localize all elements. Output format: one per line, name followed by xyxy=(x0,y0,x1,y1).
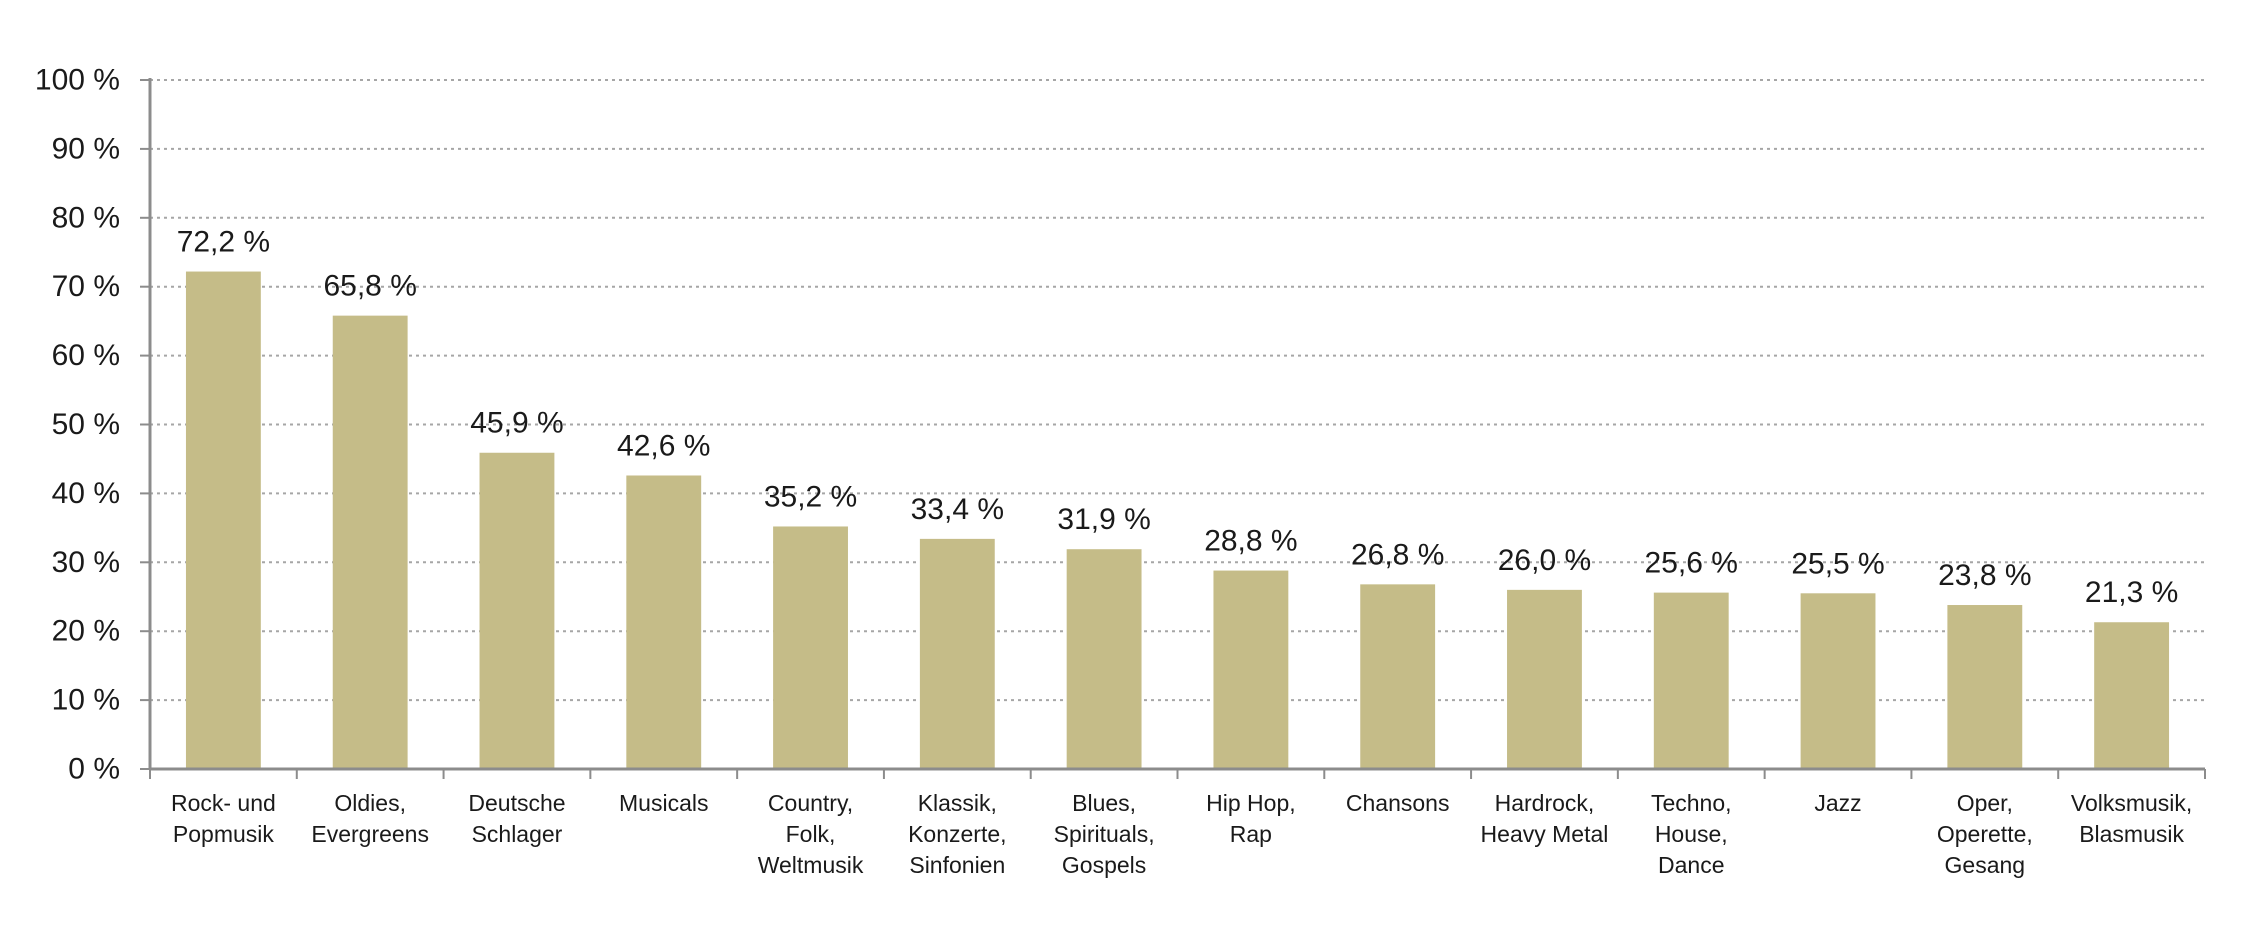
bar xyxy=(919,538,995,769)
data-label: 25,5 % xyxy=(1791,547,1884,580)
x-category-label: Deutsche Schlager xyxy=(468,790,565,847)
x-category-label-line: Rap xyxy=(1230,821,1272,847)
x-category-label-line: Hardrock, xyxy=(1495,790,1595,816)
x-category-label-line: Deutsche xyxy=(468,790,565,816)
x-category-label: Oldies, Evergreens xyxy=(311,790,429,847)
y-tick-label: 70 % xyxy=(52,270,120,303)
x-category-label: Techno, House, Dance xyxy=(1651,790,1732,878)
x-category-label-line: Oper, xyxy=(1957,790,2013,816)
x-category-label-line: Volksmusik, xyxy=(2071,790,2192,816)
bar xyxy=(332,315,408,769)
x-category-label-line: House, xyxy=(1655,821,1728,847)
x-category-label-line: Gospels xyxy=(1062,852,1146,878)
y-tick-label: 100 % xyxy=(35,64,120,97)
bars xyxy=(185,271,2170,769)
x-category-label-line: Weltmusik xyxy=(758,852,864,878)
data-label: 26,0 % xyxy=(1498,544,1591,577)
x-category-label-line: Techno, xyxy=(1651,790,1732,816)
x-category-label-line: Oldies, xyxy=(334,790,406,816)
data-label: 28,8 % xyxy=(1204,525,1297,558)
x-category-label: Oper, Operette, Gesang xyxy=(1937,790,2033,878)
x-category-label: Volksmusik, Blasmusik xyxy=(2071,790,2192,847)
x-category-label: Klassik, Konzerte, Sinfonien xyxy=(908,790,1006,878)
data-label: 26,8 % xyxy=(1351,538,1444,571)
data-label: 33,4 % xyxy=(911,493,1004,526)
x-category-label-line: Hip Hop, xyxy=(1206,790,1295,816)
data-label: 45,9 % xyxy=(470,407,563,440)
bar xyxy=(1360,584,1436,769)
x-category-label-line: Heavy Metal xyxy=(1481,821,1609,847)
bar xyxy=(1213,570,1289,769)
y-tick-label: 20 % xyxy=(52,615,120,648)
y-tick-label: 40 % xyxy=(52,477,120,510)
bar xyxy=(773,526,848,769)
data-label: 72,2 % xyxy=(177,226,270,259)
x-category-label-line: Sinfonien xyxy=(909,852,1005,878)
data-label: 21,3 % xyxy=(2085,576,2178,609)
x-category-label-line: Jazz xyxy=(1814,790,1861,816)
data-label: 31,9 % xyxy=(1057,503,1150,536)
x-category-label: Country, Folk, Weltmusik xyxy=(758,790,864,878)
data-label: 35,2 % xyxy=(764,480,857,513)
x-category-label: Blues, Spirituals, Gospels xyxy=(1054,790,1155,878)
bar xyxy=(1653,592,1729,769)
x-category-label-line: Blues, xyxy=(1072,790,1136,816)
y-tick-label: 50 % xyxy=(52,408,120,441)
bar xyxy=(185,271,261,769)
x-category-label: Jazz xyxy=(1814,790,1861,816)
y-tick-label: 0 % xyxy=(68,753,120,786)
x-category-label-line: Rock- und xyxy=(171,790,276,816)
data-labels: 72,2 % 65,8 % 45,9 % 42,6 % 35,2 % 33,4 % 31,9… xyxy=(177,226,2179,610)
x-category-label-line: Dance xyxy=(1658,852,1724,878)
x-category-label-line: Blasmusik xyxy=(2079,821,2184,847)
x-category-label-line: Folk, xyxy=(786,821,836,847)
x-category-label: Rock- und Popmusik xyxy=(171,790,276,847)
x-category-label-line: Popmusik xyxy=(173,821,274,847)
x-category-label-line: Spirituals, xyxy=(1054,821,1155,847)
x-category-label-line: Konzerte, xyxy=(908,821,1006,847)
y-tick-label: 10 % xyxy=(52,684,120,717)
x-category-label: Chansons xyxy=(1346,790,1450,816)
x-category-label-line: Country, xyxy=(768,790,853,816)
x-category-label-line: Evergreens xyxy=(311,821,429,847)
data-label: 65,8 % xyxy=(323,270,416,303)
y-tick-labels: 0 % 10 % 20 % 30 % 40 % 50 % 60 % 70 % 80 % 90 % 1… xyxy=(35,64,120,786)
bar xyxy=(479,452,555,769)
x-category-label: Hardrock, Heavy Metal xyxy=(1481,790,1609,847)
y-tick-label: 30 % xyxy=(52,546,120,579)
data-label: 42,6 % xyxy=(617,429,710,462)
x-category-label-line: Schlager xyxy=(472,821,563,847)
x-category-label: Hip Hop, Rap xyxy=(1206,790,1295,847)
x-category-label-line: Gesang xyxy=(1945,852,2026,878)
bar xyxy=(1066,549,1142,769)
bar xyxy=(2094,622,2170,769)
gridlines xyxy=(150,79,2205,702)
x-category-label-line: Operette, xyxy=(1937,821,2033,847)
bar xyxy=(626,475,702,769)
y-tick-label: 60 % xyxy=(52,339,120,372)
x-category-label-line: Musicals xyxy=(619,790,708,816)
axes xyxy=(140,78,2206,779)
y-tick-label: 90 % xyxy=(52,132,120,165)
y-tick-label: 80 % xyxy=(52,201,120,234)
bar xyxy=(1800,593,1876,769)
x-category-labels: Rock- und Popmusik Oldies, Evergreens Deutsc… xyxy=(171,790,2192,878)
bar xyxy=(1507,589,1582,769)
data-label: 25,6 % xyxy=(1645,547,1738,580)
bar xyxy=(1947,605,2023,769)
x-category-label-line: Klassik, xyxy=(918,790,997,816)
x-category-label-line: Chansons xyxy=(1346,790,1450,816)
data-label: 23,8 % xyxy=(1938,559,2031,592)
x-category-label: Musicals xyxy=(619,790,708,816)
